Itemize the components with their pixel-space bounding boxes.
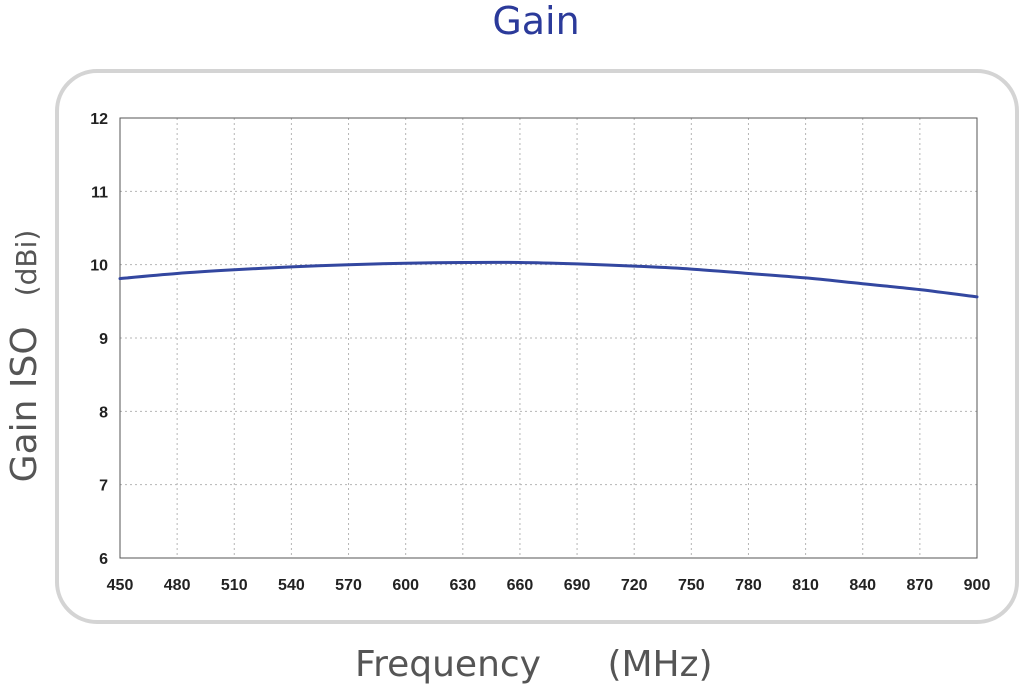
series-layer	[118, 260, 979, 299]
x-tick-label: 720	[621, 577, 648, 594]
x-tick-label: 780	[735, 577, 762, 594]
x-tick-label: 570	[335, 577, 362, 594]
x-tick-label: 870	[907, 577, 934, 594]
x-tick-label: 810	[792, 577, 819, 594]
y-tick-label: 9	[99, 331, 108, 348]
x-tick-label: 750	[678, 577, 705, 594]
plot-area-border	[119, 117, 978, 559]
y-tick-label: 6	[99, 551, 108, 568]
y-axis-label: Gain ISO	[4, 326, 45, 482]
grid	[120, 118, 977, 558]
x-tick-label: 600	[392, 577, 419, 594]
x-tick-label: 540	[278, 577, 305, 594]
x-tick-label: 480	[164, 577, 191, 594]
y-tick-label: 10	[90, 258, 108, 275]
y-tick-labels: 6 7 8 9 10 11 12	[90, 111, 108, 568]
chart-frame	[55, 69, 1019, 624]
gain-series-line	[118, 260, 979, 299]
x-tick-label: 510	[221, 577, 248, 594]
x-tick-label: 840	[849, 577, 876, 594]
y-axis-unit: (dBi)	[10, 230, 43, 297]
x-tick-label: 450	[107, 577, 134, 594]
y-tick-label: 11	[91, 184, 108, 201]
y-tick-label: 7	[99, 478, 108, 495]
y-axis-title: Gain ISO (dBi)	[4, 230, 45, 483]
chart-title: Gain	[492, 0, 579, 43]
x-axis-label: Frequency	[355, 644, 541, 685]
y-tick-label: 8	[99, 404, 108, 421]
x-axis-unit: (MHz)	[607, 644, 712, 685]
x-tick-label: 690	[564, 577, 591, 594]
x-tick-label: 630	[449, 577, 476, 594]
y-tick-label: 12	[90, 111, 108, 128]
x-tick-label: 900	[964, 577, 991, 594]
x-tick-label: 660	[507, 577, 534, 594]
x-tick-labels: 450 480 510 540 570 600 630 660 690 720 750 780 810 8…	[107, 577, 991, 594]
